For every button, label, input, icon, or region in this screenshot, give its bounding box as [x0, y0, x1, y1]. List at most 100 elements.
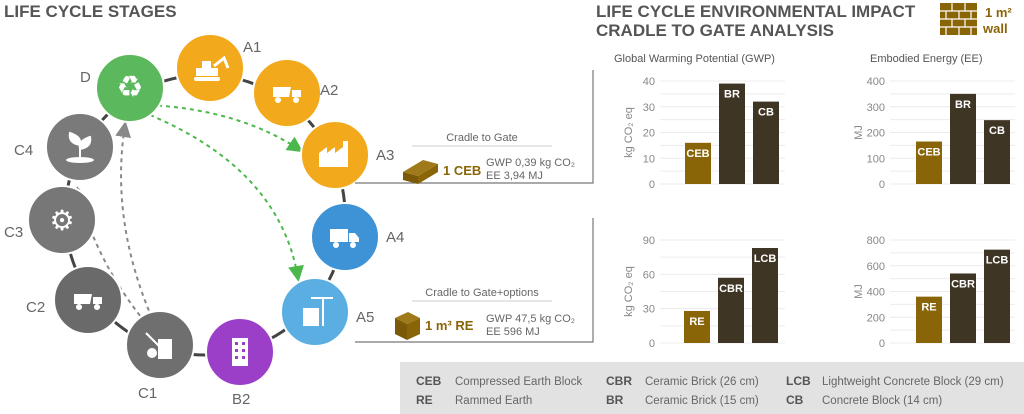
- legend-abbr: CEB: [416, 374, 442, 388]
- chart-title: Global Warming Potential (GWP): [614, 53, 775, 65]
- y-tick-label: 40: [643, 76, 655, 88]
- bar-label: CBR: [719, 283, 743, 295]
- stage-label: C4: [14, 142, 33, 159]
- box-top-caption: Cradle to Gate: [446, 132, 518, 144]
- box-bottom-gwp: GWP 47,5 kg CO₂: [486, 313, 575, 325]
- chart-2: 0 30 60 90 kg CO₂ eq RE CBR LCB: [623, 235, 785, 350]
- brick-icon: [403, 160, 438, 184]
- bar-label: BR: [724, 89, 740, 101]
- legend-item-br: BR Ceramic Brick (15 cm): [606, 393, 759, 407]
- stage-a4: A4: [310, 202, 404, 272]
- stage-label: D: [80, 69, 91, 86]
- bar-re: [916, 296, 942, 343]
- stage-c2: C2: [26, 265, 123, 335]
- right-title-line1: LIFE CYCLE ENVIRONMENTAL IMPACT: [596, 2, 916, 21]
- bar-label: LCB: [754, 253, 777, 265]
- bar-label: CB: [758, 107, 774, 119]
- y-tick-label: 100: [867, 153, 885, 165]
- y-tick-label: 200: [867, 128, 885, 140]
- stage-c3: ⚙ C3: [4, 185, 97, 255]
- bar-ceb: [685, 142, 711, 184]
- y-tick-label: 10: [643, 153, 655, 165]
- legend-box: [400, 362, 1024, 414]
- svg-text:♻: ♻: [117, 71, 144, 104]
- legend-abbr: BR: [606, 393, 624, 407]
- unit-badge-line1: 1 m²: [985, 5, 1012, 20]
- wall-icon: [940, 3, 977, 35]
- stage-label: C3: [4, 224, 23, 241]
- y-axis-label: MJ: [853, 284, 865, 299]
- legend-item-cb: CB Concrete Block (14 cm): [786, 393, 942, 407]
- chart-3: 0 200 400 600 800 MJ RE CBR LCB: [853, 235, 1015, 350]
- y-tick-label: 30: [643, 102, 655, 114]
- legend-name: Ceramic Brick (15 cm): [645, 395, 759, 407]
- stage-label: A4: [386, 229, 404, 246]
- y-axis-label: kg CO₂ eq: [623, 107, 635, 158]
- stage-label: A3: [376, 147, 394, 164]
- y-tick-label: 0: [879, 179, 885, 191]
- stage-label: B2: [232, 391, 250, 408]
- right-title-line2: CRADLE TO GATE ANALYSIS: [596, 21, 834, 40]
- svg-text:⚙: ⚙: [49, 205, 74, 236]
- dump-truck-icon: [74, 294, 102, 310]
- legend-item-lcb: LCB Lightweight Concrete Block (29 cm): [786, 374, 1004, 388]
- building-crane-icon: [303, 297, 333, 326]
- box-top-gwp: GWP 0,39 kg CO₂: [486, 157, 575, 169]
- box-top-unit: 1 CEB: [443, 163, 481, 178]
- y-tick-label: 800: [867, 235, 885, 247]
- bar-ceb: [916, 141, 942, 184]
- stage-c4: C4: [14, 112, 115, 182]
- legend-name: Lightweight Concrete Block (29 cm): [822, 376, 1004, 388]
- bar-label: RE: [921, 302, 936, 314]
- stage-c1: C1: [125, 310, 195, 402]
- box-bottom-unit: 1 m³ RE: [425, 318, 474, 333]
- legend-item-ceb: CEB Compressed Earth Block: [416, 374, 582, 388]
- stage-b2: B2: [205, 317, 275, 408]
- truck-icon: [330, 229, 359, 248]
- bar-label: CEB: [686, 148, 709, 160]
- stage-a1: A1: [175, 33, 261, 103]
- legend-name: Ceramic Brick (26 cm): [645, 376, 759, 388]
- box-bottom-ee: EE 596 MJ: [486, 326, 540, 338]
- bar-label: RE: [689, 316, 704, 328]
- unit-badge-line2: wall: [982, 21, 1008, 36]
- arrow-d-to-a5: [149, 114, 304, 282]
- stage-d: ♻D: [80, 53, 165, 123]
- legend-abbr: CBR: [606, 374, 632, 388]
- legend-name: Concrete Block (14 cm): [822, 395, 942, 407]
- chart-0: Global Warming Potential (GWP) 0 10 20 30 40 k…: [614, 53, 785, 191]
- y-tick-label: 600: [867, 261, 885, 273]
- chart-title: Embodied Energy (EE): [870, 53, 983, 65]
- bar-label: CBR: [951, 278, 975, 290]
- legend-item-re: RE Rammed Earth: [416, 393, 532, 407]
- stage-bubble: [95, 53, 165, 123]
- plant-icon: [66, 131, 94, 163]
- chart-1: Embodied Energy (EE) 0 100 200 300 400 MJ CEB BR…: [853, 53, 1015, 191]
- arrow-c1-to-c3: [73, 186, 146, 323]
- recycle-icon: ♻: [117, 71, 144, 104]
- stage-a5: A5: [280, 277, 374, 347]
- legend-name: Compressed Earth Block: [455, 376, 582, 388]
- box-bottom-caption: Cradle to Gate+options: [425, 287, 539, 299]
- legend-name: Rammed Earth: [455, 395, 532, 407]
- legend-abbr: CB: [786, 393, 804, 407]
- legend-item-cbr: CBR Ceramic Brick (26 cm): [606, 374, 759, 388]
- y-tick-label: 0: [649, 338, 655, 350]
- bar-re: [684, 310, 710, 343]
- box-top-ee: EE 3,94 MJ: [486, 170, 543, 182]
- demolition-icon: [145, 332, 172, 359]
- bracket-bottom: [355, 218, 594, 343]
- dump-truck-icon: [273, 87, 301, 103]
- stage-label: C2: [26, 299, 45, 316]
- y-tick-label: 60: [643, 269, 655, 281]
- bar-label: CB: [989, 125, 1005, 137]
- arrow-c1-to-d: [115, 121, 153, 319]
- y-tick-label: 400: [867, 76, 885, 88]
- bar-cb: [984, 120, 1010, 184]
- y-tick-label: 0: [649, 179, 655, 191]
- y-axis-label: kg CO₂ eq: [623, 266, 635, 317]
- bar-cbr: [718, 277, 744, 343]
- y-axis-label: MJ: [853, 125, 865, 140]
- bar-cb: [753, 101, 779, 184]
